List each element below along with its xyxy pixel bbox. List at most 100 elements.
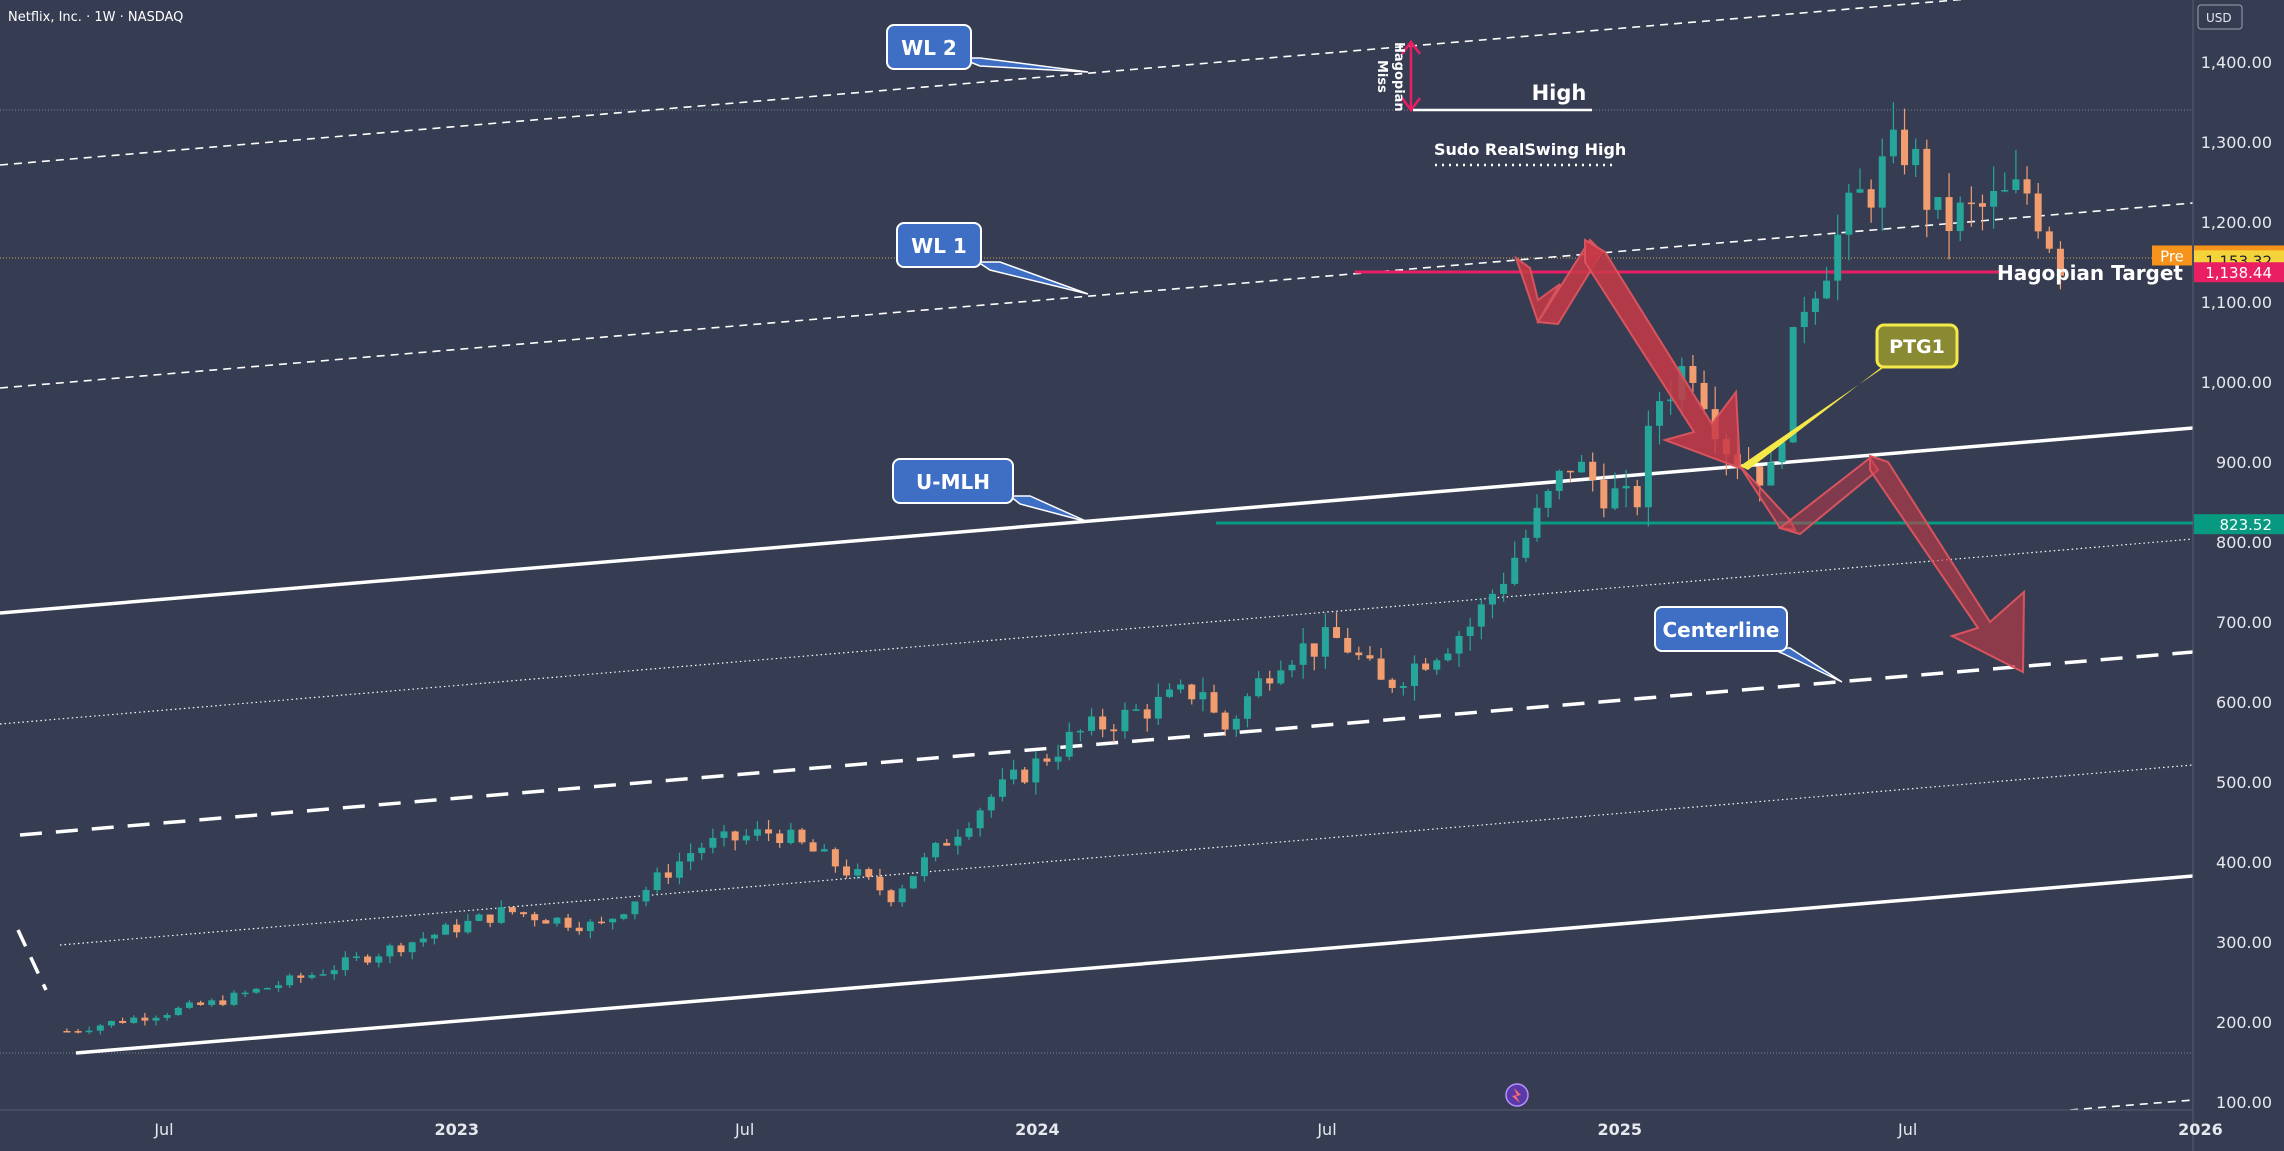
candle[interactable]	[1321, 613, 1329, 669]
candle[interactable]	[341, 951, 349, 976]
candle[interactable]	[1901, 108, 1909, 175]
candle[interactable]	[1934, 197, 1942, 219]
candle[interactable]	[107, 1020, 115, 1028]
candle[interactable]	[1154, 683, 1162, 726]
l-mlh-line[interactable]	[75, 874, 2193, 1055]
candle[interactable]	[1945, 173, 1953, 260]
candle[interactable]	[1611, 472, 1619, 511]
candle[interactable]	[1990, 166, 1998, 229]
candle[interactable]	[308, 972, 316, 980]
candle[interactable]	[520, 911, 528, 918]
candle[interactable]	[1165, 683, 1173, 699]
candle[interactable]	[1344, 628, 1352, 654]
currency-badge[interactable]	[2197, 4, 2243, 30]
candle[interactable]	[1689, 355, 1697, 393]
candle[interactable]	[653, 867, 661, 894]
candle[interactable]	[1867, 179, 1875, 223]
candle[interactable]	[453, 919, 461, 938]
candle[interactable]	[664, 863, 672, 884]
lower-warning-line[interactable]	[2069, 1099, 2193, 1110]
candle[interactable]	[1600, 463, 1608, 518]
candle[interactable]	[1800, 296, 1808, 344]
candle[interactable]	[2001, 172, 2009, 193]
candle[interactable]	[1889, 102, 1897, 164]
candle[interactable]	[620, 913, 628, 921]
candle[interactable]	[798, 827, 806, 845]
candle[interactable]	[508, 906, 516, 915]
candle[interactable]	[609, 918, 617, 930]
candle[interactable]	[2056, 241, 2064, 290]
candle[interactable]	[1811, 291, 1819, 325]
candle[interactable]	[876, 868, 884, 896]
candle[interactable]	[1622, 469, 1630, 508]
candle[interactable]	[263, 987, 271, 990]
candle[interactable]	[1533, 494, 1541, 542]
candle[interactable]	[2023, 166, 2031, 205]
candle[interactable]	[352, 952, 360, 962]
candle[interactable]	[932, 841, 940, 862]
candle[interactable]	[2012, 149, 2020, 194]
candle[interactable]	[1566, 470, 1574, 483]
candle[interactable]	[185, 1000, 193, 1010]
candle[interactable]	[230, 990, 238, 1007]
candle[interactable]	[1255, 670, 1263, 698]
candle[interactable]	[1099, 708, 1107, 738]
candle[interactable]	[1043, 753, 1051, 766]
candle[interactable]	[1054, 744, 1062, 770]
x-axis[interactable]: Jul2023Jul2024Jul2025Jul2026Jul2027	[153, 1120, 2284, 1139]
candle[interactable]	[987, 794, 995, 818]
candle[interactable]	[1032, 751, 1040, 795]
candle[interactable]	[1823, 266, 1831, 300]
candle[interactable]	[765, 820, 773, 842]
candle[interactable]	[1834, 214, 1842, 301]
candle[interactable]	[419, 932, 427, 947]
candle[interactable]	[1355, 646, 1363, 660]
candle[interactable]	[1121, 702, 1129, 739]
candle[interactable]	[241, 990, 249, 998]
candle[interactable]	[553, 917, 561, 927]
candle[interactable]	[887, 888, 895, 907]
candle[interactable]	[1065, 722, 1073, 761]
candle[interactable]	[364, 954, 372, 966]
candle[interactable]	[976, 807, 984, 837]
candle[interactable]	[252, 988, 260, 994]
candle[interactable]	[1466, 617, 1474, 651]
candle[interactable]	[1021, 767, 1029, 785]
candle[interactable]	[1644, 410, 1652, 527]
candle[interactable]	[497, 900, 505, 925]
candle[interactable]	[408, 941, 416, 960]
candle[interactable]	[843, 859, 851, 879]
candle[interactable]	[753, 821, 761, 841]
candle[interactable]	[1132, 703, 1140, 712]
candle[interactable]	[1310, 643, 1318, 671]
centerline-line[interactable]	[19, 650, 2193, 837]
candle[interactable]	[1455, 630, 1463, 668]
candle[interactable]	[386, 943, 394, 964]
candle[interactable]	[731, 830, 739, 851]
u-mlh-callout[interactable]: U-MLH	[892, 458, 1089, 523]
candle[interactable]	[1076, 729, 1084, 742]
candle[interactable]	[1488, 589, 1496, 619]
lower-quarter-line[interactable]	[59, 764, 2193, 946]
candle[interactable]	[1210, 684, 1218, 714]
candle[interactable]	[642, 886, 650, 907]
candle[interactable]	[1399, 682, 1407, 696]
candle[interactable]	[920, 852, 928, 882]
candle[interactable]	[943, 838, 951, 846]
candle[interactable]	[85, 1026, 93, 1035]
candle[interactable]	[831, 847, 839, 873]
candle[interactable]	[1377, 647, 1385, 680]
candle[interactable]	[197, 1000, 205, 1006]
candle[interactable]	[286, 973, 294, 988]
candle[interactable]	[631, 901, 639, 920]
candle[interactable]	[152, 1015, 160, 1026]
candle[interactable]	[1188, 683, 1196, 705]
price-marker[interactable]: 823.52	[2194, 514, 2284, 535]
candle[interactable]	[1444, 648, 1452, 662]
candle[interactable]	[1544, 488, 1552, 518]
candle[interactable]	[1856, 168, 1864, 194]
candle[interactable]	[1978, 194, 1986, 231]
candle[interactable]	[1277, 660, 1285, 685]
candle[interactable]	[965, 822, 973, 840]
